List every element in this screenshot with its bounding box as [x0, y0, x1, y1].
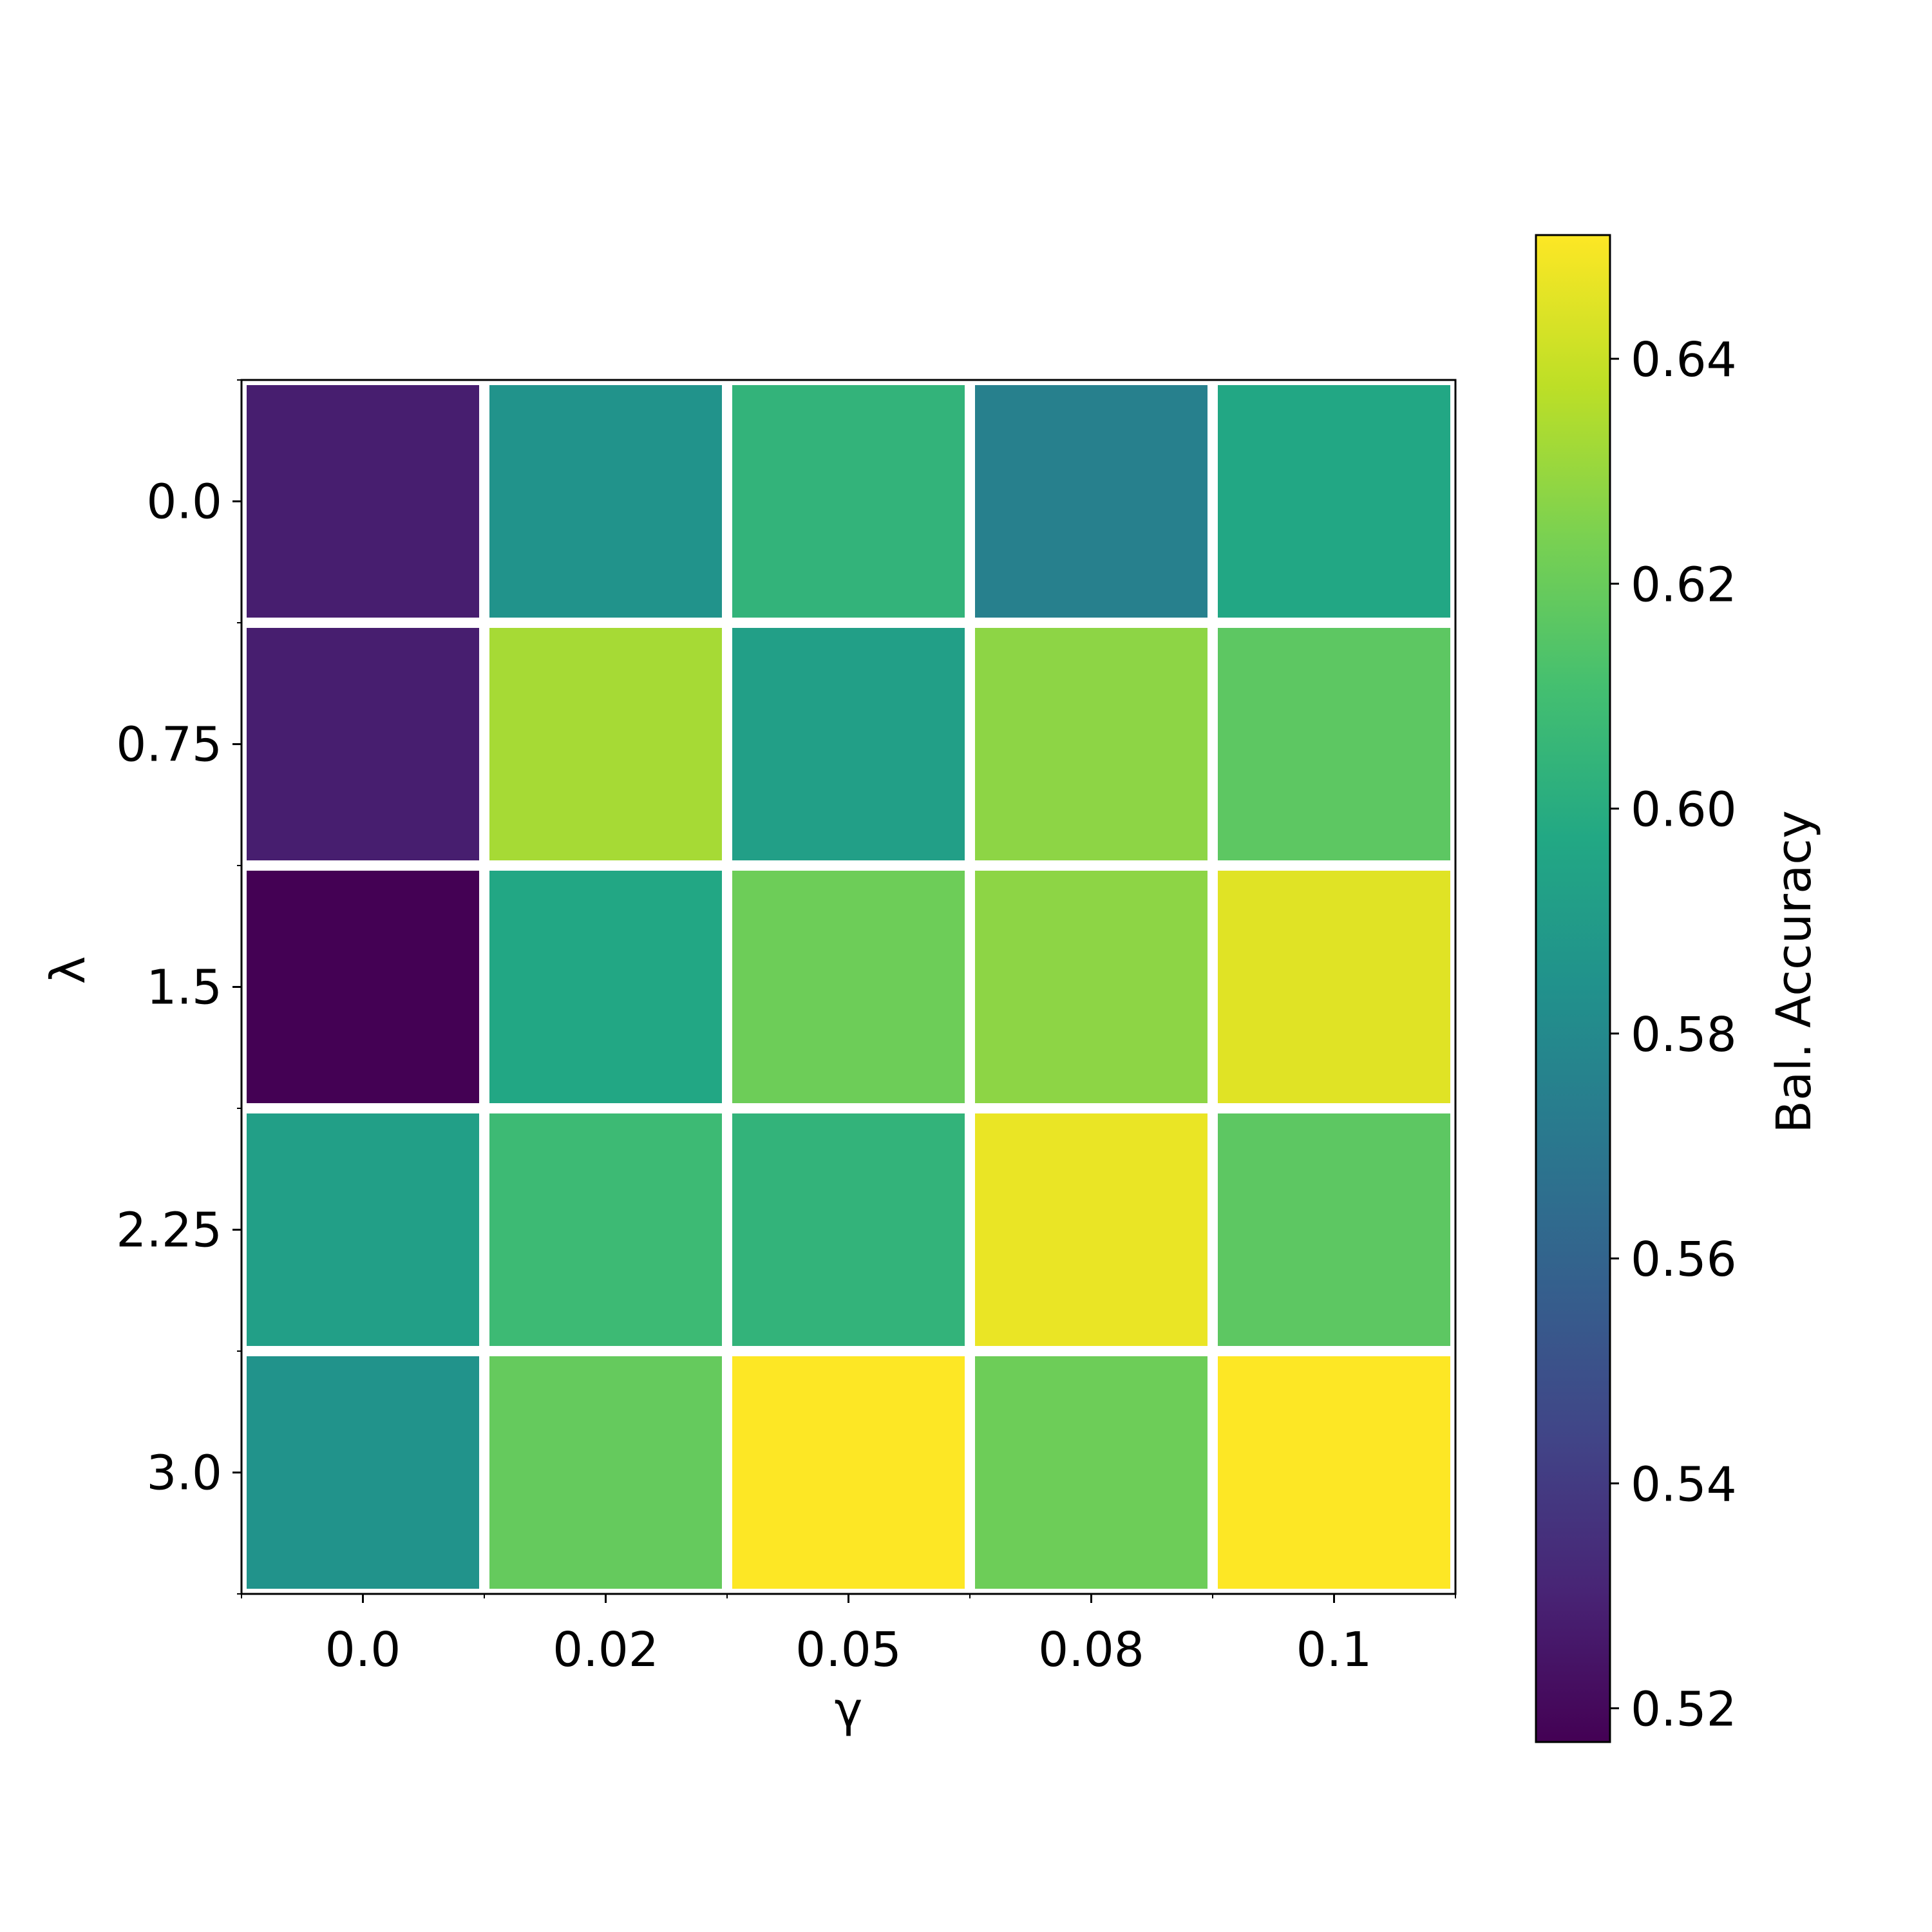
heatmap-cell	[479, 1346, 732, 1599]
y-axis-label: λ	[41, 956, 96, 985]
colorbar-ticks: 0.52 0.54 0.56 0.58 0.60 0.62 0.64	[1610, 332, 1737, 1738]
heatmap-cell	[965, 860, 1218, 1113]
x-tick-label: 0.08	[1038, 1622, 1144, 1678]
heatmap-cell	[479, 618, 732, 871]
x-axis-label: γ	[835, 1682, 863, 1738]
heatmap-cell	[1208, 1346, 1461, 1599]
heatmap-cell	[722, 860, 975, 1113]
colorbar-frame	[1535, 234, 1611, 1743]
colorbar-tick-label: 0.60	[1631, 782, 1737, 838]
heatmap-cell	[479, 860, 732, 1113]
colorbar	[1536, 235, 1610, 1742]
y-tick-label: 2.25	[116, 1203, 222, 1258]
colorbar-tick-label: 0.56	[1631, 1232, 1737, 1287]
heatmap-cell	[965, 1103, 1218, 1356]
colorbar-tick-label: 0.52	[1631, 1682, 1737, 1738]
heatmap-cell	[965, 375, 1218, 628]
y-axis-ticks: 0.0 0.75 1.5 2.25 3.0	[116, 379, 242, 1595]
colorbar-tick-label: 0.64	[1631, 332, 1737, 388]
colorbar-tick-label: 0.54	[1631, 1457, 1737, 1512]
heatmap-cell	[1208, 1103, 1461, 1356]
x-axis-ticks: 0.0 0.02 0.05 0.08 0.1	[241, 1594, 1456, 1678]
heatmap-cell	[236, 1103, 489, 1356]
heatmap-cell	[722, 1346, 975, 1599]
plot-frame	[240, 379, 1457, 1595]
heatmap-cell	[722, 1103, 975, 1356]
x-tick-label: 0.1	[1296, 1622, 1372, 1678]
heatmap-cell	[722, 618, 975, 871]
y-tick-label: 0.75	[116, 717, 222, 773]
heatmap-cell	[479, 375, 732, 628]
heatmap-cell	[236, 618, 489, 871]
colorbar-tick-label: 0.58	[1631, 1007, 1737, 1063]
heatmap-cell	[965, 618, 1218, 871]
heatmap-cell	[1208, 618, 1461, 871]
x-tick-label: 0.0	[325, 1622, 401, 1678]
heatmap-cell	[965, 1346, 1218, 1599]
x-tick-label: 0.05	[795, 1622, 902, 1678]
heatmap-cells	[236, 375, 1461, 1599]
y-tick-label: 1.5	[146, 960, 222, 1016]
colorbar-label: Bal. Accuracy	[1766, 810, 1822, 1133]
colorbar-tick-label: 0.62	[1631, 557, 1737, 612]
y-tick-label: 3.0	[146, 1446, 222, 1501]
heatmap-cell	[479, 1103, 732, 1356]
heatmap-cell	[722, 375, 975, 628]
heatmap-cell	[1208, 375, 1461, 628]
x-tick-label: 0.02	[553, 1622, 659, 1678]
heatmap-cell	[1208, 860, 1461, 1113]
y-tick-label: 0.0	[146, 475, 222, 530]
heatmap-cell	[236, 860, 489, 1113]
heatmap-cell	[236, 375, 489, 628]
heatmap-cell	[236, 1346, 489, 1599]
